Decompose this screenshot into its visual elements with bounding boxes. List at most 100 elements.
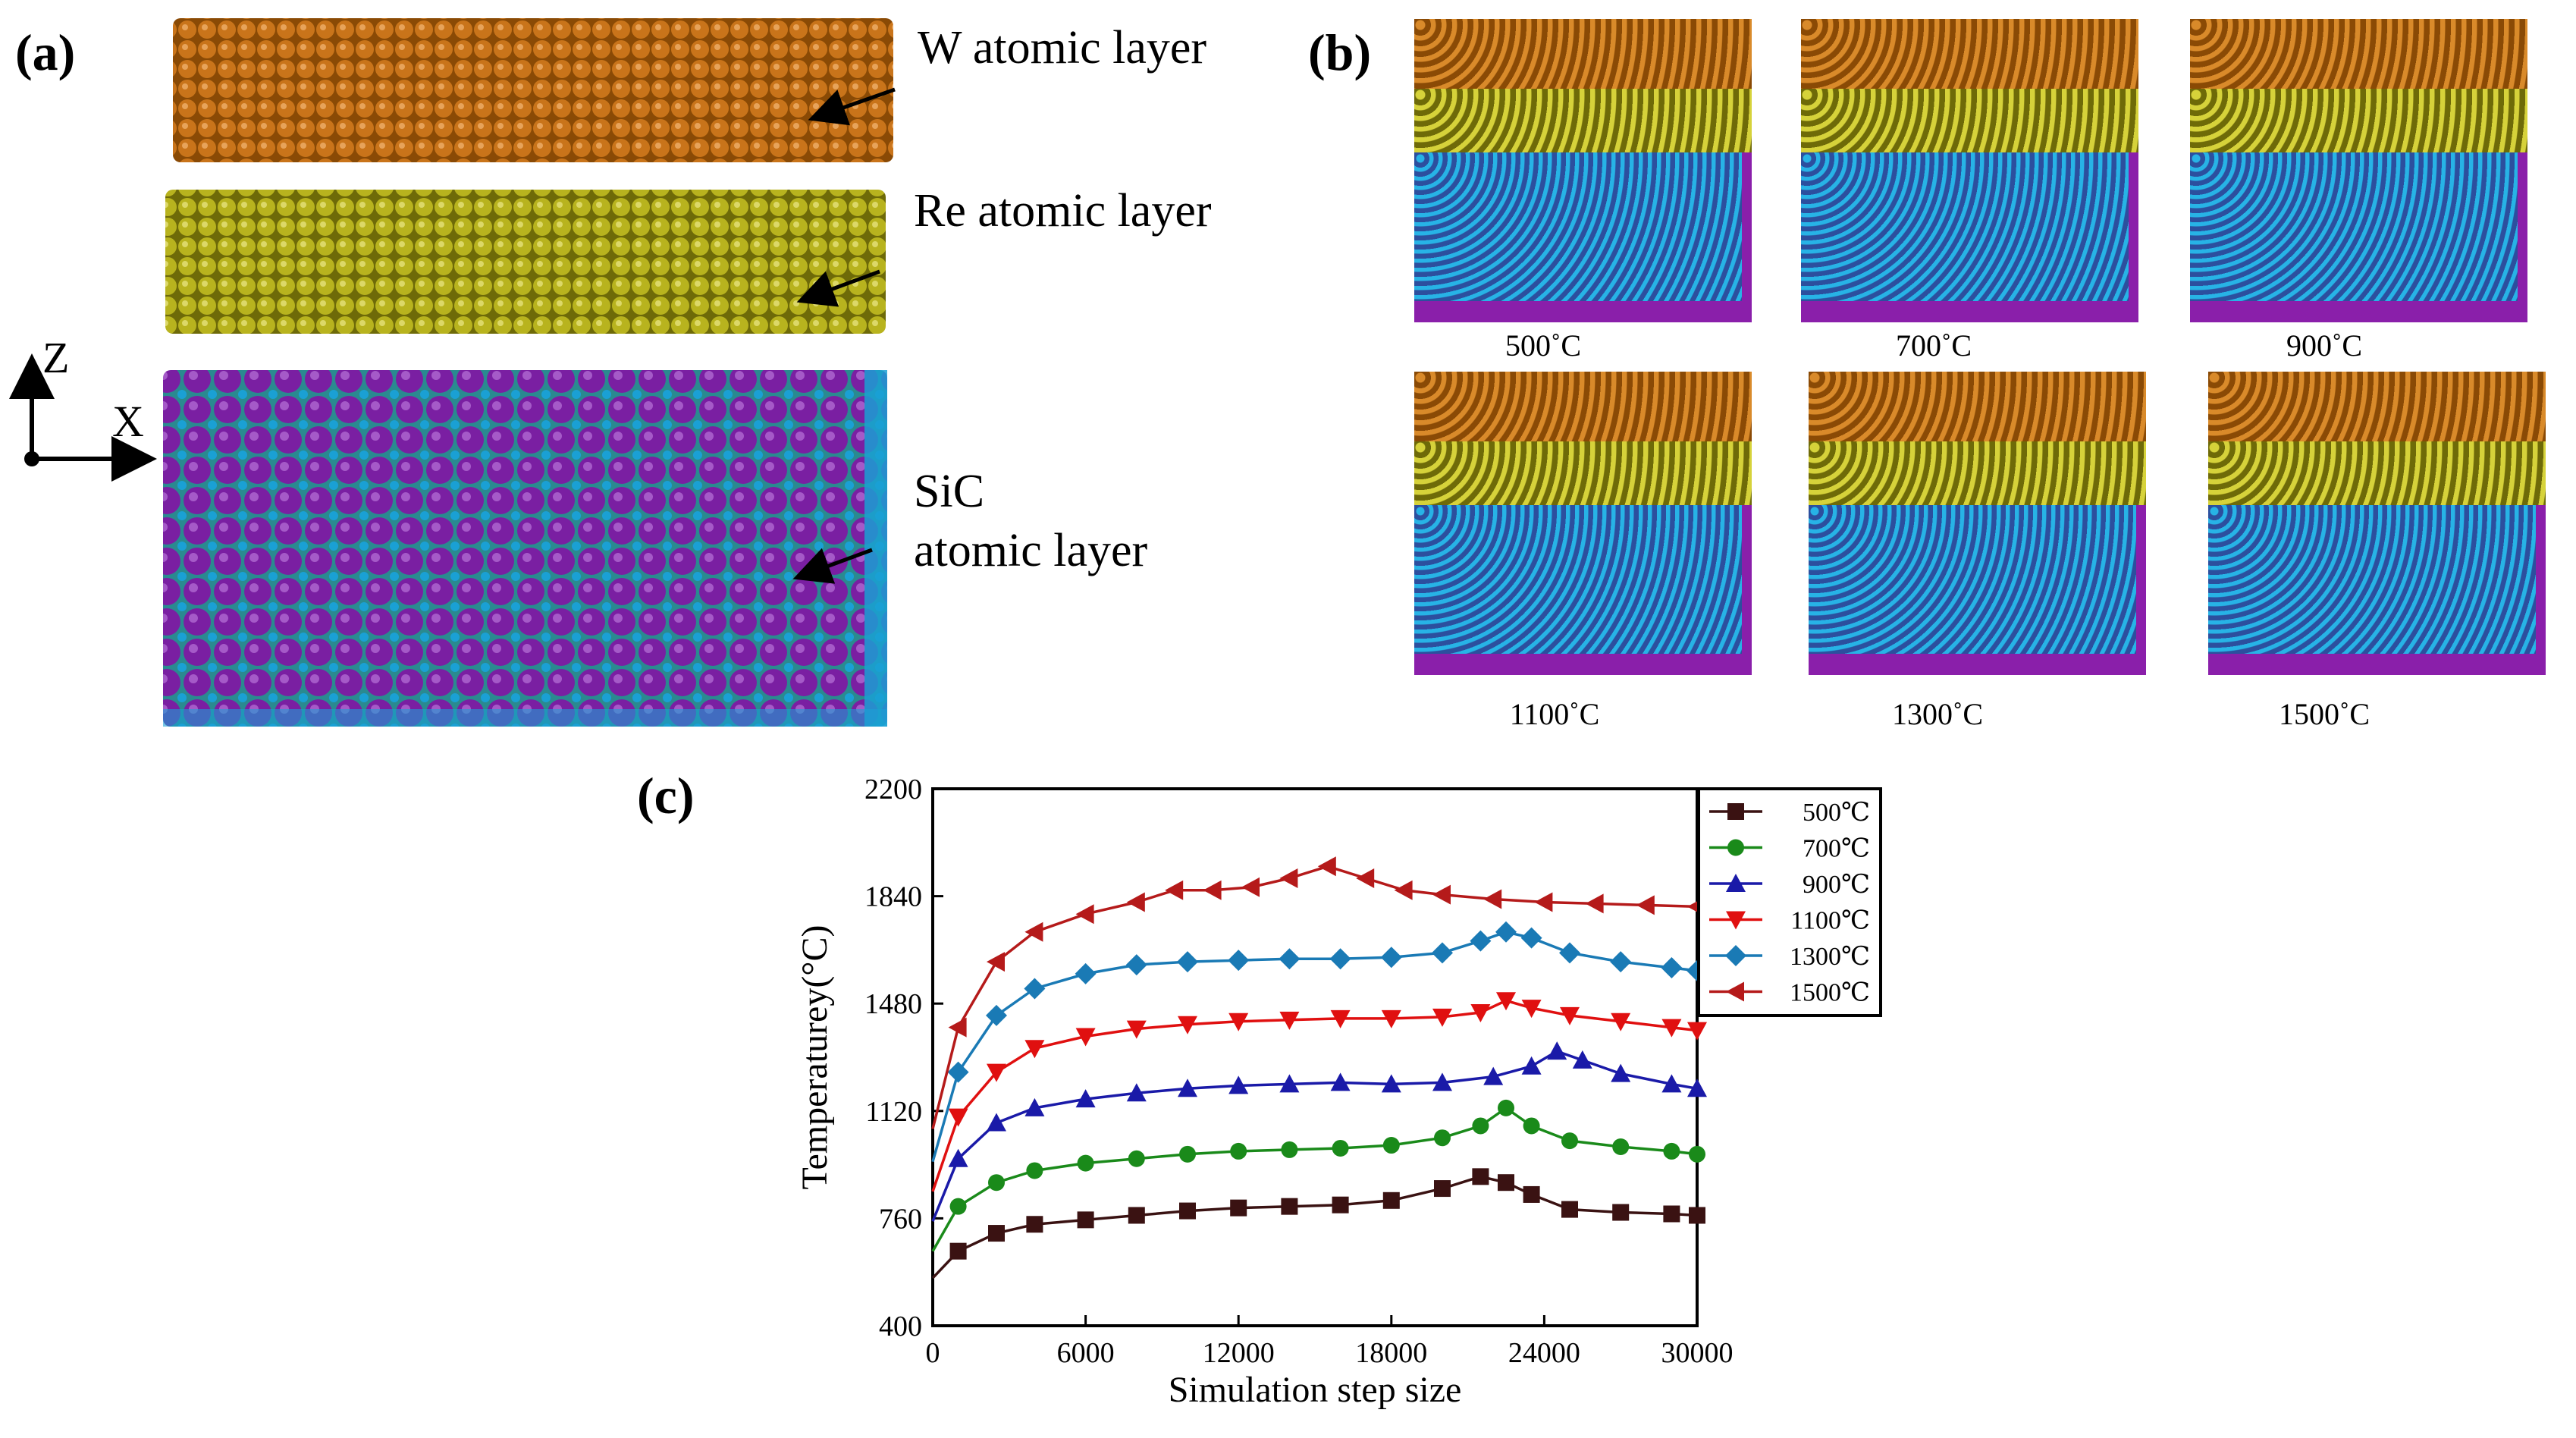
series-4-point [987,1063,1006,1082]
x-tick-label: 18000 [1355,1337,1427,1369]
series-4-point [1228,1013,1249,1031]
series-6-point [1165,880,1184,900]
series-1-point [1663,1205,1680,1223]
re-layer-label: Re atomic layer [914,185,1212,237]
legend-marker-5 [1725,945,1746,966]
series-5-point [1470,930,1492,952]
series-1-point [1332,1196,1349,1214]
series-2-point [1077,1154,1094,1172]
legend-label-6: 1500℃ [1790,979,1870,1007]
series-4-point [1432,1008,1452,1027]
series-4-point [1381,1009,1401,1028]
z-axis-label: Z [42,333,70,382]
snapshot-tile-4 [1414,372,1752,675]
sic-atomic-layer-block [163,370,887,727]
panel-b-label: (b) [1308,24,1372,81]
legend-marker-1 [1727,803,1744,820]
series-2-point [1230,1142,1247,1160]
series-1-point [1179,1202,1196,1220]
y-tick-label: 760 [879,1203,922,1235]
series-4-point [1470,1004,1491,1022]
legend-marker-4 [1726,911,1746,930]
legend-label-5: 1300℃ [1790,943,1870,971]
series-6-point [1534,892,1553,912]
series-4-point [1330,1009,1351,1028]
series-3-point [1483,1066,1504,1085]
temp-label-1500: 1500˚C [2279,697,2370,731]
series-3-point [1330,1072,1351,1091]
y-tick-label: 1120 [865,1096,922,1128]
series-5-point [1495,921,1517,943]
panel-a-label: (a) [15,24,76,81]
series-4-point [1075,1028,1096,1047]
x-tick-label: 6000 [1057,1337,1115,1369]
series-line-3 [931,1050,1698,1222]
series-6-point [1024,922,1043,942]
series-1-point [1472,1168,1489,1185]
series-1-point [1128,1207,1145,1224]
series-3-point [1126,1083,1147,1102]
series-3-point [1521,1056,1542,1075]
series-5-point [1661,957,1683,978]
series-2-point [1523,1117,1540,1135]
series-6-point [1279,868,1298,888]
series-4-point [1560,1006,1580,1025]
legend-box [1697,787,1882,1017]
series-3-point [1611,1063,1631,1082]
panel-c-label: (c) [637,767,695,824]
temp-label-700: 700˚C [1896,328,1972,363]
snapshot-tile-6 [2208,372,2546,675]
series-2-point [1663,1142,1680,1160]
series-4-point [1687,1022,1707,1041]
snapshot-tile-5 [1809,372,2146,675]
series-5-point [1125,954,1147,976]
series-5-point [1432,942,1453,964]
plot-frame [931,787,1699,1327]
axis-origin [24,451,39,466]
series-6-point [1585,893,1604,914]
series-1-point [1382,1192,1400,1209]
series-1-point [1434,1180,1451,1198]
x-tick-label: 12000 [1203,1337,1275,1369]
w-atomic-layer-block [173,18,893,162]
series-5-point [1228,950,1250,972]
series-3-point [1572,1050,1592,1069]
series-6-point [1636,895,1655,915]
series-6-point [1317,856,1336,877]
series-3-point [1432,1072,1452,1091]
series-5-point [1075,962,1097,984]
series-1-point [1612,1204,1630,1221]
snapshot-tile-2 [1801,19,2138,322]
series-6-point [948,1017,967,1038]
series-1-point [949,1242,967,1260]
x-tick-label: 0 [926,1337,940,1369]
series-4-point [1178,1016,1197,1035]
series-1-point [1026,1216,1043,1233]
series-line-1 [931,1175,1698,1279]
y-tick-label: 2200 [864,774,922,805]
x-tick-label: 30000 [1661,1337,1734,1369]
series-6-point [1483,889,1502,909]
series-4-point [1661,1019,1682,1038]
series-5-point [1329,948,1351,970]
series-2-point [1128,1150,1145,1167]
series-line-4 [931,999,1698,1192]
series-4-point [1126,1020,1147,1039]
series-1-point [1689,1207,1705,1224]
series-4-point [1279,1011,1300,1030]
series-2-point [1026,1162,1043,1179]
legend-marker-2 [1727,839,1744,856]
series-5-point [947,1061,969,1083]
series-3-point [987,1113,1006,1132]
series-2-point [988,1174,1005,1192]
re-atomic-layer-block [165,190,886,334]
series-6-point [987,952,1005,972]
series-3-point [1547,1041,1567,1060]
series-5-point [1024,978,1046,1000]
series-5-point [1177,951,1198,973]
series-line-2 [931,1107,1698,1252]
series-3-point [1178,1078,1197,1097]
series-1-point [1498,1174,1514,1192]
re-layer-arrow [796,269,880,307]
